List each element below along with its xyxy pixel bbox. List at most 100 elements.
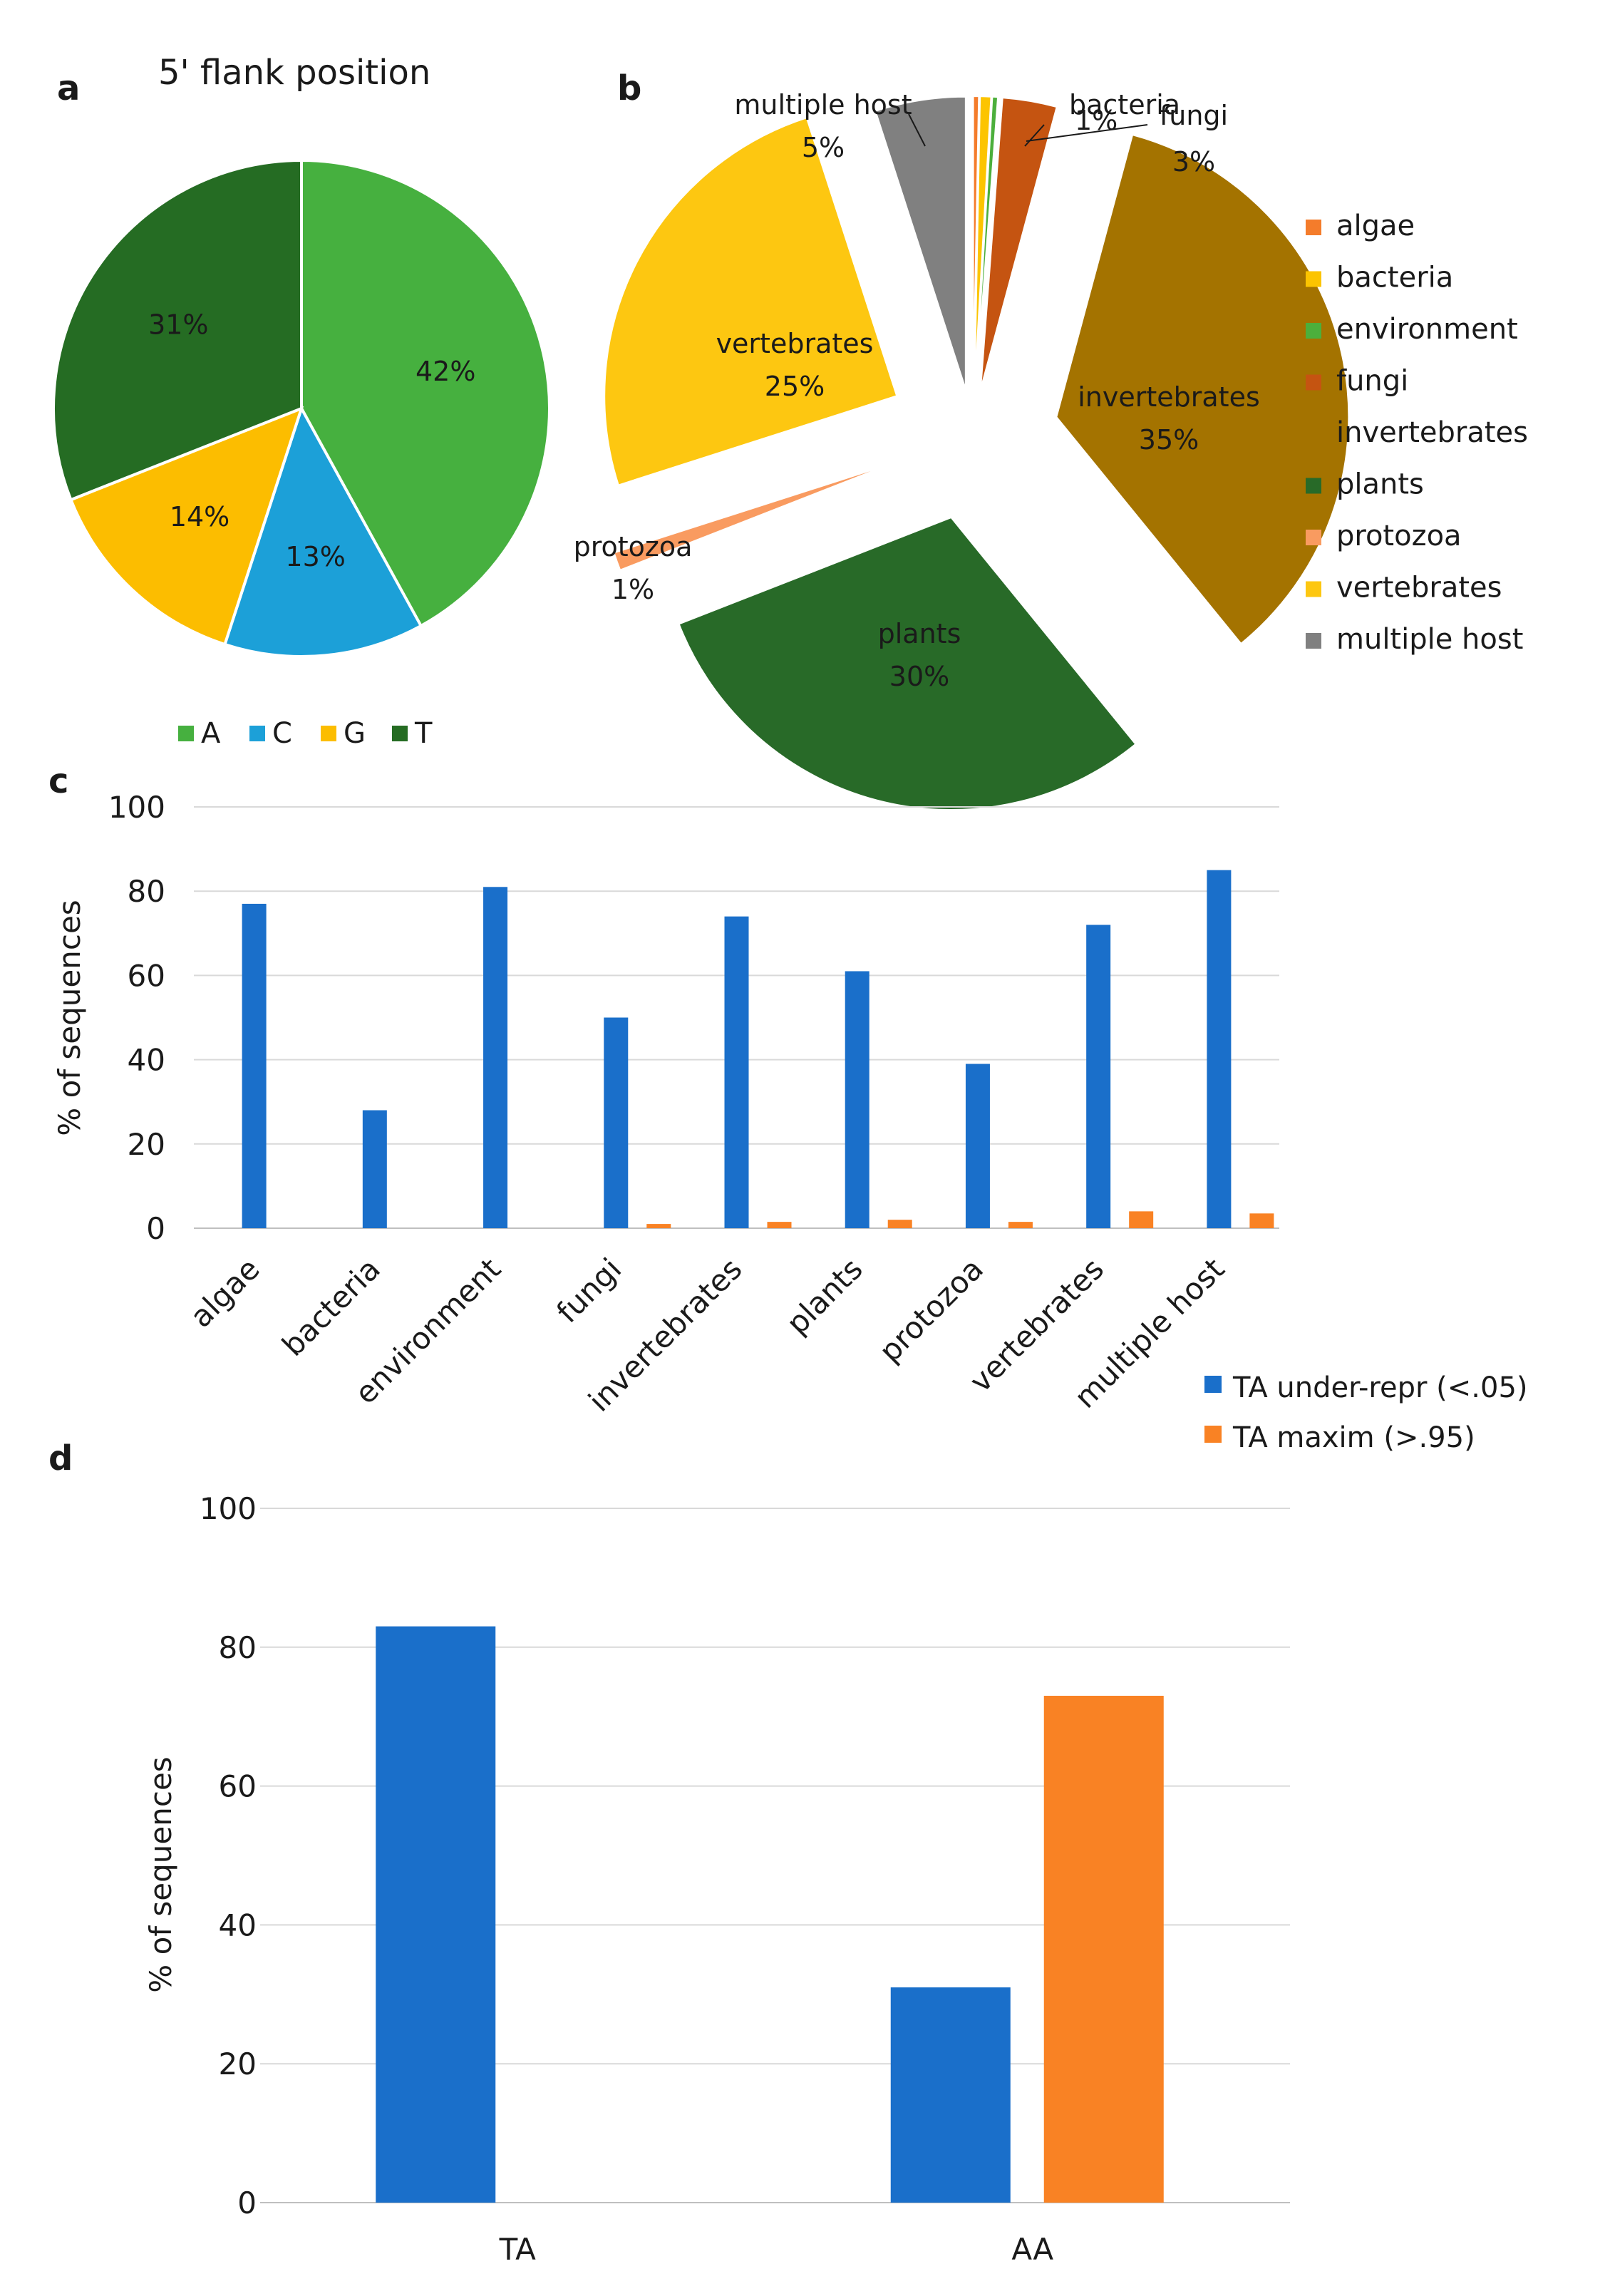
chart-c-bar-ta-under-repr-05-protozoa — [965, 1064, 990, 1228]
pie-b-slice-bacteria — [974, 96, 992, 389]
pie-b-label-protozoa: protozoa — [574, 531, 693, 562]
chart-d-ytick-80: 80 — [219, 1630, 257, 1665]
pie-b-label-fungi: fungi — [1160, 100, 1228, 131]
legend-a-swatch-a — [178, 726, 194, 741]
panel-a: a 5' flank position 42% 13% 14% 31% A C G T — [52, 53, 551, 750]
legend-b-swatch-fungi — [1306, 374, 1321, 391]
chart-d-bar-ta-under-repr-05-ta — [376, 1626, 496, 2203]
chart-d-ytick-60: 60 — [219, 1769, 257, 1804]
legend-a-label-c: C — [272, 717, 292, 750]
legend-a-swatch-c — [249, 726, 265, 741]
pie-b-slice-vertebrates — [604, 117, 898, 486]
chart-d: 0 20 40 60 80 100 TA AA — [200, 1491, 1290, 2267]
chart-c-ytick-100: 100 — [108, 790, 165, 825]
legend-b-swatch-multiple-host — [1306, 633, 1321, 649]
pie-b-pct-fungi: 3% — [1172, 146, 1215, 177]
legend-a-label-t: T — [414, 717, 433, 750]
legend-a-label-a: A — [201, 717, 221, 750]
pie-a-label-a: 42% — [416, 356, 475, 387]
legend-b: algae bacteria environment fungi invertebrat… — [1306, 210, 1528, 656]
chart-c-xtick-algae: algae — [183, 1251, 266, 1334]
pie-a-slice-t — [52, 158, 303, 502]
legend-b-label-plants: plants — [1336, 468, 1424, 501]
legend-b-swatch-algae — [1306, 220, 1321, 235]
legend-b-label-algae: algae — [1336, 210, 1415, 242]
chart-c-bar-ta-under-repr-05-invertebrates — [724, 916, 749, 1228]
chart-c-ytick-60: 60 — [128, 958, 165, 993]
chart-c-ytick-80: 80 — [128, 874, 165, 909]
chart-c-ytick-0: 0 — [146, 1211, 165, 1246]
chart-d-ytick-100: 100 — [200, 1491, 257, 1526]
legend-b-swatch-protozoa — [1306, 530, 1321, 545]
chart-c-ytick-20: 20 — [128, 1127, 165, 1162]
legend-b-swatch-invertebrates — [1306, 426, 1321, 442]
legend-b-label-protozoa: protozoa — [1336, 520, 1462, 552]
pie-b-label-multiple-host: multiple host — [734, 89, 912, 120]
chart-c-bar-ta-maxim-95-vertebrates — [1129, 1211, 1154, 1228]
chart-c-bar-ta-maxim-95-invertebrates — [767, 1222, 792, 1228]
panel-c: c % of sequences 0 20 40 60 80 100 algae bacter… — [48, 761, 1528, 1454]
legend-c-swatch-ta-under-repr-05 — [1204, 1376, 1222, 1393]
legend-a-swatch-t — [392, 726, 408, 741]
pie-b-pct-bacteria: 1% — [1075, 105, 1118, 136]
pie-a-label-t: 31% — [148, 309, 208, 341]
chart-c-xtick-bacteria: bacteria — [275, 1251, 387, 1363]
legend-c-label-ta-under-repr-05: TA under-repr (<.05) — [1232, 1371, 1528, 1404]
legend-b-label-vertebrates: vertebrates — [1336, 572, 1502, 604]
pie-b-label-invertebrates: invertebrates — [1078, 381, 1260, 413]
chart-c-bar-ta-maxim-95-fungi — [646, 1224, 671, 1228]
pie-b-pct-vertebrates: 25% — [765, 371, 825, 402]
pie-b-slice-protozoa — [613, 463, 893, 571]
pie-b-leader-multiple-host — [908, 113, 926, 147]
pie-b-slice-invertebrates — [1056, 133, 1350, 645]
chart-d-ytick-40: 40 — [219, 1908, 257, 1942]
pie-b-pct-plants: 30% — [889, 661, 949, 692]
pie-b-slice-algae — [972, 96, 980, 389]
legend-c: TA under-repr (<.05) TA maxim (>.95) — [1204, 1371, 1528, 1454]
pie-a-label-g: 14% — [170, 501, 229, 532]
legend-b-swatch-plants — [1306, 478, 1321, 494]
chart-c-bar-ta-maxim-95-plants — [887, 1220, 912, 1228]
chart-c-xtick-fungi: fungi — [549, 1251, 628, 1329]
chart-d-bar-ta-maxim-95-aa — [1043, 1695, 1164, 2203]
chart-c-bar-ta-maxim-95-protozoa — [1008, 1222, 1033, 1228]
chart-c-ytick-40: 40 — [128, 1043, 165, 1078]
chart-c-bar-ta-under-repr-05-multiple-host — [1207, 870, 1232, 1228]
pie-b-slice-environment — [975, 96, 999, 389]
chart-c-bar-ta-under-repr-05-vertebrates — [1086, 925, 1111, 1228]
chart-c-xtick-plants: plants — [780, 1251, 869, 1341]
pie-a: 42% 13% 14% 31% — [52, 158, 551, 658]
legend-b-label-environment: environment — [1336, 313, 1518, 346]
chart-c-bar-ta-under-repr-05-algae — [242, 903, 267, 1228]
pie-b — [604, 96, 1350, 811]
pie-b-slice-multiple-host — [874, 96, 966, 390]
chart-d-ytick-0: 0 — [237, 2186, 257, 2220]
legend-b-swatch-bacteria — [1306, 271, 1321, 287]
pie-a-slice-c — [222, 404, 423, 658]
legend-b-label-bacteria: bacteria — [1336, 262, 1453, 294]
chart-d-bar-ta-under-repr-05-aa — [890, 1987, 1011, 2203]
pie-b-label-vertebrates: vertebrates — [716, 328, 874, 359]
legend-b-swatch-vertebrates — [1306, 581, 1321, 597]
panel-a-title: 5' flank position — [158, 53, 430, 93]
legend-c-label-ta-maxim-95: TA maxim (>.95) — [1232, 1421, 1475, 1454]
legend-c-swatch-ta-maxim-95 — [1204, 1426, 1222, 1443]
legend-a-swatch-g — [321, 726, 336, 741]
pie-b-leader-bacteria — [1024, 124, 1045, 147]
panel-d: d % of sequences 0 20 40 60 80 100 TA AA — [48, 1438, 1290, 2267]
pie-b-label-plants: plants — [878, 618, 961, 649]
panel-letter-b: b — [617, 68, 641, 108]
legend-a-label-g: G — [344, 717, 366, 750]
pie-a-slice-g — [68, 406, 304, 647]
chart-c-bar-ta-maxim-95-multiple-host — [1249, 1213, 1274, 1228]
panel-letter-c: c — [48, 761, 68, 801]
legend-b-label-fungi: fungi — [1336, 365, 1408, 398]
pie-b-leader-fungi — [1026, 124, 1148, 142]
panel-c-ylabel: % of sequences — [52, 900, 87, 1136]
panel-letter-d: d — [48, 1438, 73, 1478]
chart-d-xtick-aa: AA — [1011, 2232, 1053, 2267]
